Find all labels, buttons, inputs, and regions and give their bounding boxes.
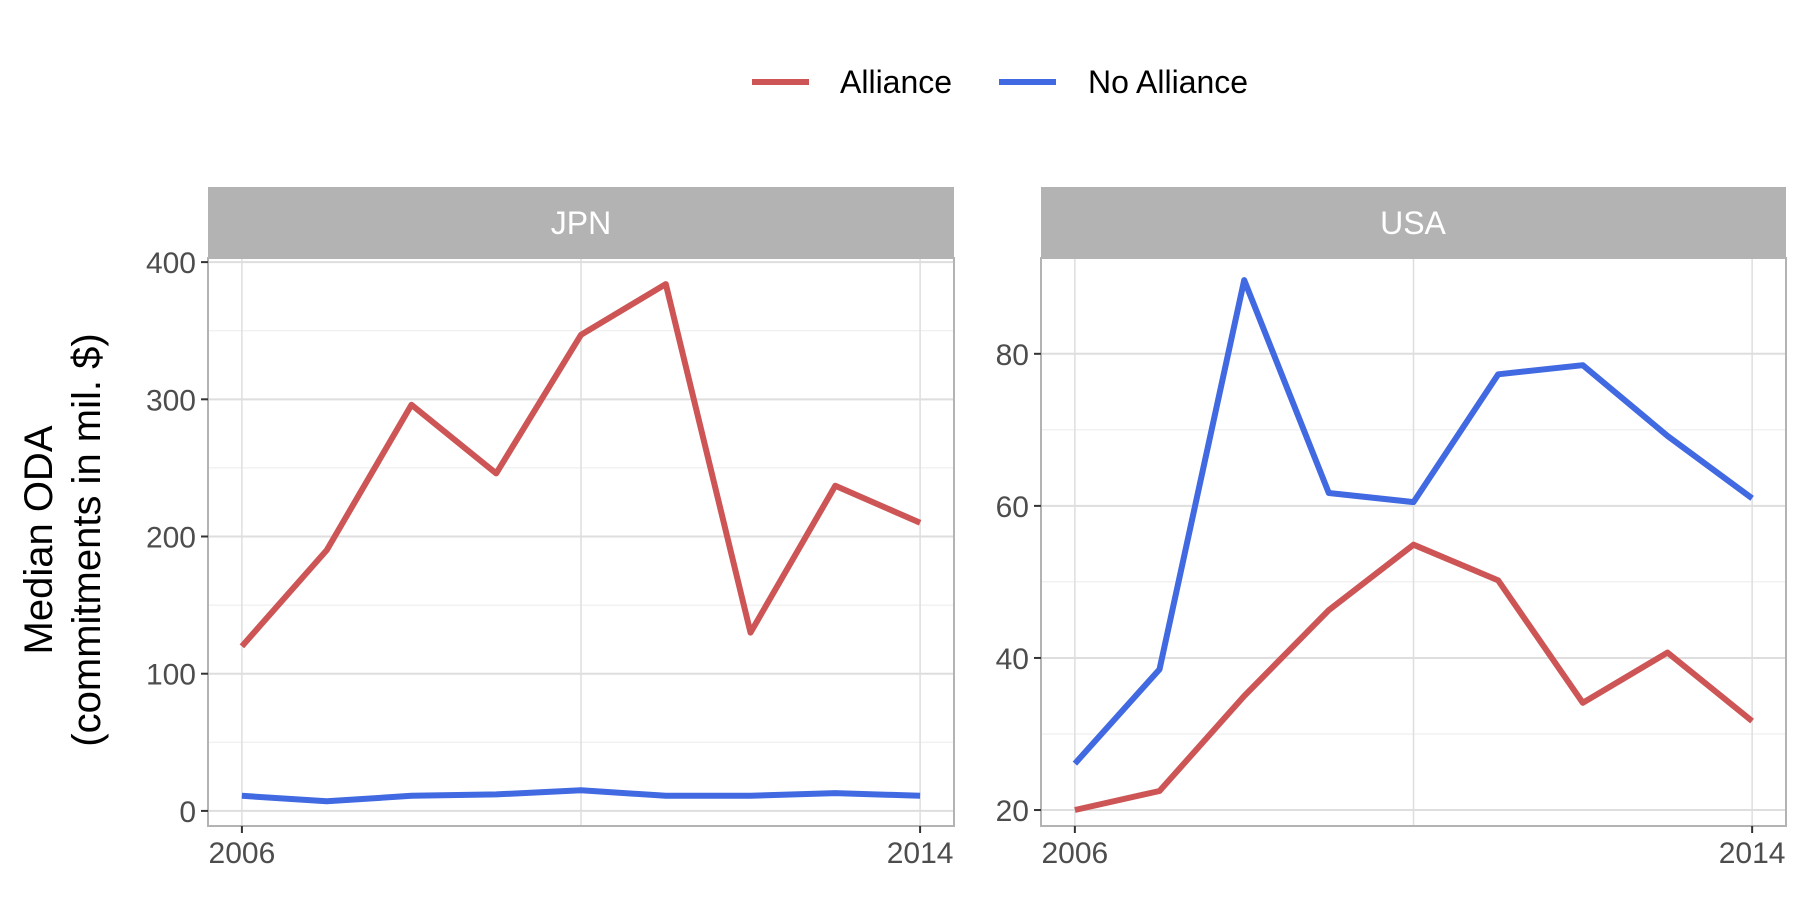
legend: Alliance No Alliance bbox=[752, 64, 1248, 100]
y-tick-label: 400 bbox=[146, 247, 196, 280]
facet-panel-jpn: JPN 0 100 200 300 400 2006 2014 bbox=[146, 187, 954, 870]
legend-label-no-alliance: No Alliance bbox=[1088, 64, 1248, 100]
facet-panel-usa: USA 20 40 60 80 2006 2014 bbox=[996, 187, 1786, 870]
y-axis-title-line2: (commitments in mil. $) bbox=[65, 333, 109, 746]
facet-strip-label-jpn: JPN bbox=[551, 205, 611, 241]
x-tick-label: 2006 bbox=[209, 837, 276, 870]
x-tick-label: 2014 bbox=[1719, 837, 1786, 870]
y-tick-label: 0 bbox=[179, 796, 196, 829]
y-tick-label: 80 bbox=[996, 339, 1029, 372]
x-tick-label: 2006 bbox=[1041, 837, 1108, 870]
y-axis-title-line1: Median ODA bbox=[17, 425, 61, 654]
y-tick-label: 300 bbox=[146, 384, 196, 417]
legend-label-alliance: Alliance bbox=[840, 64, 952, 100]
y-tick-label: 40 bbox=[996, 643, 1029, 676]
y-tick-label: 100 bbox=[146, 659, 196, 692]
y-tick-label: 20 bbox=[996, 795, 1029, 828]
y-tick-label: 200 bbox=[146, 522, 196, 555]
y-axis-title: Median ODA (commitments in mil. $) bbox=[17, 333, 109, 746]
facet-strip-label-usa: USA bbox=[1380, 205, 1446, 241]
axes-jpn: 0 100 200 300 400 2006 2014 bbox=[146, 247, 954, 870]
y-tick-label: 60 bbox=[996, 491, 1029, 524]
x-tick-label: 2014 bbox=[887, 837, 954, 870]
grid-jpn bbox=[208, 258, 954, 826]
axes-usa: 20 40 60 80 2006 2014 bbox=[996, 339, 1786, 870]
